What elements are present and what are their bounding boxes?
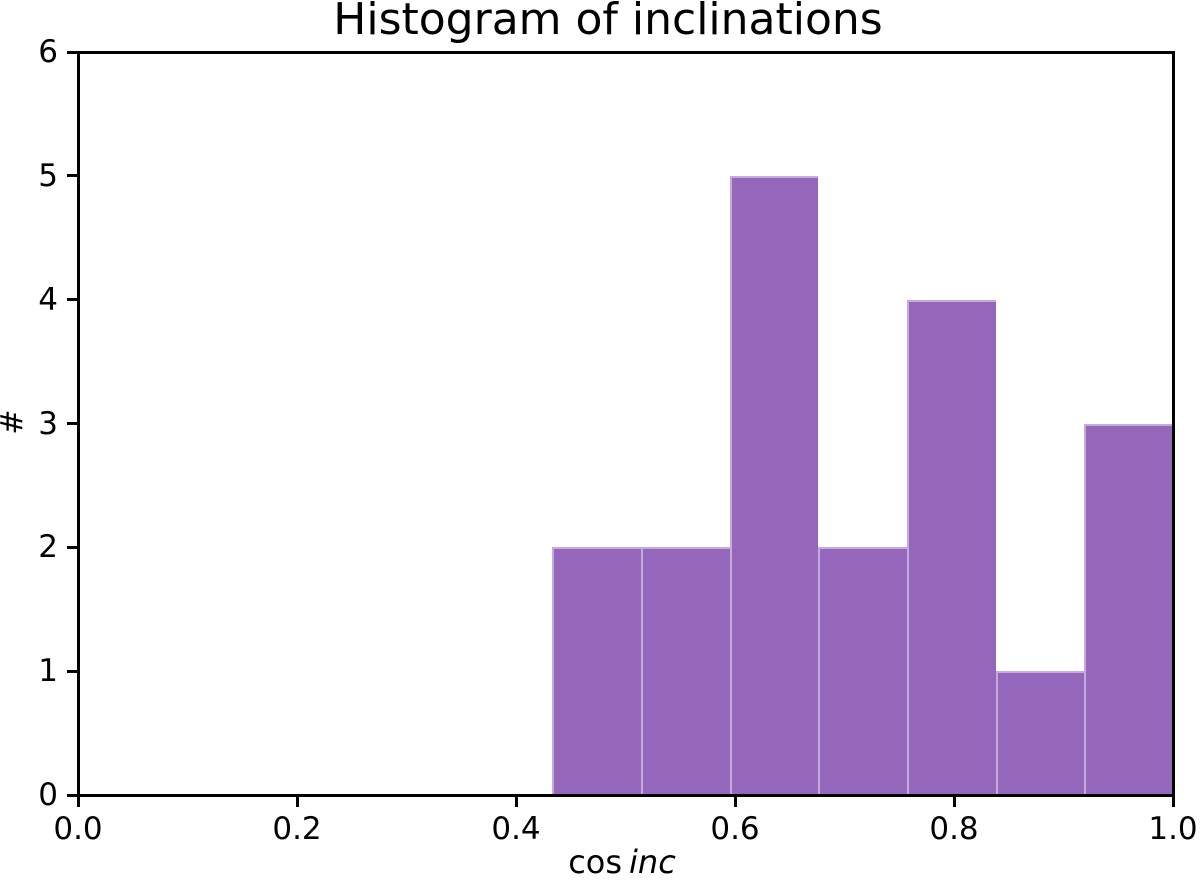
x-tick-label: 0.4 [491, 811, 541, 847]
y-tick-mark [66, 422, 77, 425]
x-axis-label-cos: cos [568, 843, 623, 880]
axes-spine-right [1171, 50, 1175, 797]
axes-spine-left [76, 50, 80, 797]
y-tick-mark [66, 793, 77, 797]
y-tick-mark [66, 174, 77, 178]
x-tick-label: 1.0 [1148, 811, 1198, 847]
x-axis-label-inc: inc [629, 843, 676, 880]
plot-area [78, 52, 1173, 795]
histogram-bar [818, 547, 907, 795]
x-tick-label: 0.0 [53, 811, 103, 847]
y-tick-mark [66, 298, 77, 302]
histogram-bar [995, 671, 1085, 795]
x-tick-label: 0.6 [710, 811, 760, 847]
histogram-bar [1084, 423, 1173, 795]
y-tick-label: 0 [38, 777, 58, 813]
x-tick-label: 0.2 [272, 811, 322, 847]
x-axis-label: cos inc [172, 843, 1072, 880]
y-tick-mark [66, 669, 77, 673]
y-tick-label: 2 [38, 529, 58, 566]
y-tick-label: 6 [38, 34, 58, 70]
y-tick-label: 5 [38, 157, 58, 194]
y-tick-mark [66, 50, 77, 54]
y-tick-label: 4 [38, 281, 58, 318]
y-tick-label: 1 [38, 653, 58, 690]
x-tick-mark [76, 796, 80, 807]
x-tick-mark [1171, 796, 1175, 807]
x-tick-mark [952, 796, 956, 807]
histogram-bar [729, 175, 819, 795]
histogram-bar [552, 547, 641, 795]
axes-spine-top [76, 50, 1175, 54]
x-tick-mark [514, 796, 518, 807]
x-tick-mark [733, 796, 737, 807]
y-axis-label: # [0, 402, 33, 442]
y-tick-mark [66, 545, 77, 549]
chart-title: Histogram of inclinations [333, 0, 883, 45]
x-tick-mark [295, 796, 299, 807]
axes-spine-bottom [76, 793, 1175, 797]
histogram-bar [640, 547, 730, 795]
x-tick-label: 0.8 [929, 811, 979, 847]
y-tick-label: 3 [38, 405, 58, 442]
histogram-bar [906, 299, 996, 795]
